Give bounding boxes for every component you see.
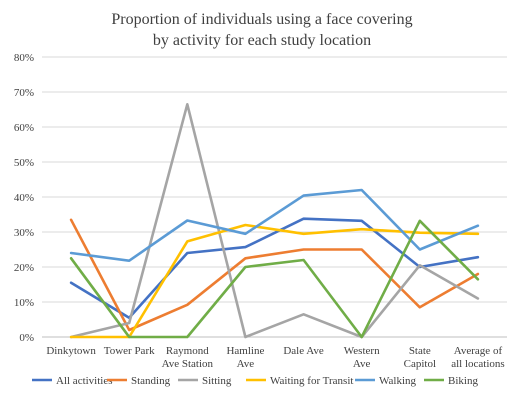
y-tick-label: 10% (14, 297, 34, 309)
legend-label: Waiting for Transit (270, 375, 353, 387)
x-category-label-line: Ave (353, 358, 371, 370)
x-category-label-line: Average of (454, 345, 503, 357)
series-line-biking (69, 219, 480, 339)
y-tick-label: 50% (14, 157, 34, 169)
x-category-label: Average of all locations (451, 345, 504, 370)
x-category-label-line: Dale Ave (283, 345, 324, 357)
legend: All activities Standing Sitting Waiting for… (32, 375, 478, 387)
x-category-label: State Capitol (404, 345, 436, 370)
legend-label: Walking (379, 375, 416, 387)
x-category-label-line: Ave Station (162, 358, 214, 370)
x-category-label: Raymond Ave Station (162, 345, 214, 370)
gridlines (42, 56, 507, 338)
x-category-label-line: State (409, 345, 431, 357)
y-axis-ticks: 0% 10% 20% 30% 40% 50% 60% 70% 80% (14, 52, 34, 344)
x-category-label: Dale Ave (283, 345, 324, 357)
x-category-label-line: Hamline (226, 345, 264, 357)
series-line-all-activities (69, 217, 480, 320)
series-lines (69, 103, 480, 339)
x-category-label-line: Ave (237, 358, 255, 370)
x-category-label: Tower Park (104, 345, 155, 357)
legend-label: Sitting (202, 375, 232, 387)
x-category-label-line: Dinkytown (46, 345, 96, 357)
y-tick-label: 60% (14, 122, 34, 134)
legend-label: All activities (56, 375, 113, 387)
y-tick-label: 70% (14, 87, 34, 99)
y-tick-label: 80% (14, 52, 34, 64)
x-category-label-line: Western (344, 345, 380, 357)
x-axis-categories: Dinkytown Tower Park Raymond Ave Station Ham… (46, 345, 504, 370)
y-tick-label: 40% (14, 192, 34, 204)
x-category-label-line: Tower Park (104, 345, 155, 357)
series-line-standing (69, 218, 480, 332)
x-category-label-line: Raymond (166, 345, 209, 357)
x-category-label-line: all locations (451, 358, 504, 370)
y-tick-label: 20% (14, 262, 34, 274)
x-category-label: Western Ave (344, 345, 380, 370)
chart-title-line-2: by activity for each study location (153, 32, 371, 49)
series-line-waiting-for-transit (69, 223, 480, 339)
x-category-label: Hamline Ave (226, 345, 264, 370)
legend-label: Standing (131, 375, 171, 387)
y-tick-label: 30% (14, 227, 34, 239)
chart-title-line-1: Proportion of individuals using a face c… (111, 11, 412, 28)
x-category-label: Dinkytown (46, 345, 96, 357)
y-tick-label: 0% (19, 332, 34, 344)
x-category-label-line: Capitol (404, 358, 436, 370)
legend-label: Biking (448, 375, 478, 387)
series-line-sitting (69, 103, 480, 339)
